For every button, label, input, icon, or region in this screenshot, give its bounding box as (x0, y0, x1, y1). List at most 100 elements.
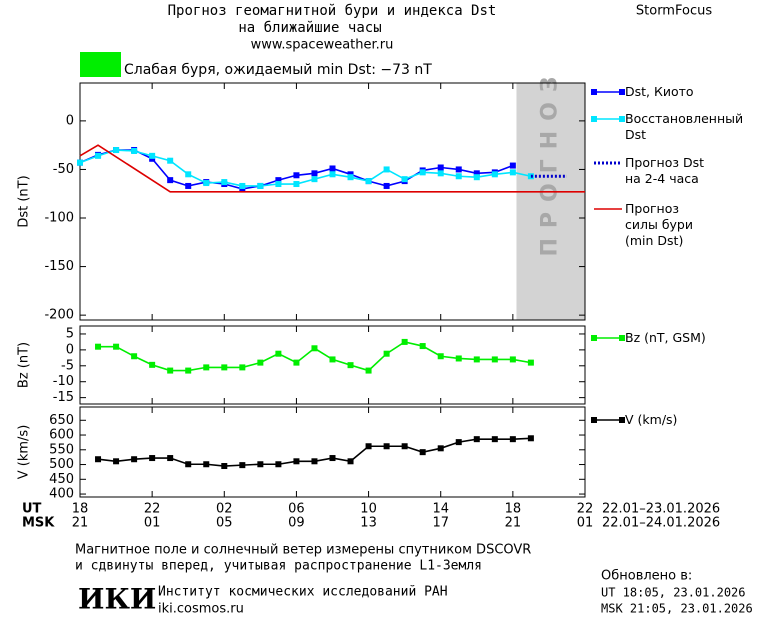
plot-frame (79, 325, 586, 405)
title: на ближайшие часы (238, 20, 381, 36)
y-axis-label: Dst (nT) (17, 175, 32, 227)
point (77, 159, 83, 166)
point (149, 361, 156, 368)
point (131, 147, 138, 154)
series-line (79, 144, 585, 193)
point (383, 166, 390, 173)
y-tick-label: -50 (53, 162, 74, 177)
y-tick-label: 650 (49, 413, 74, 428)
point (311, 176, 318, 183)
point (347, 174, 354, 181)
point (347, 362, 354, 369)
series-line (79, 149, 532, 187)
point (275, 181, 282, 188)
x2-tick-label: 09 (288, 516, 305, 531)
point (347, 458, 354, 465)
point (275, 177, 282, 184)
y-tick-label: -100 (44, 211, 74, 226)
legend-label: Dst, Киото (625, 84, 694, 99)
point (329, 165, 336, 172)
plot-frame (79, 82, 586, 321)
brand: StormFocus (636, 4, 712, 19)
point (293, 172, 300, 179)
point (383, 182, 390, 189)
legend-marker (591, 89, 597, 95)
note: Магнитное поле и солнечный ветер измерен… (75, 543, 531, 558)
point (221, 179, 228, 186)
point (455, 166, 462, 173)
point (131, 456, 138, 463)
x-tick-label: 22 (577, 502, 594, 517)
x2-tick-label: 01 (144, 516, 161, 531)
point (527, 359, 534, 366)
point (437, 164, 444, 171)
x-tick-label: 02 (216, 502, 233, 517)
forecast-region (516, 83, 585, 320)
legend-marker (591, 116, 597, 122)
point (473, 436, 480, 443)
y-tick-label: -150 (44, 259, 74, 274)
point (401, 338, 408, 345)
point (167, 367, 174, 374)
updated: Обновлено в: (601, 569, 692, 584)
y-tick-label: 0 (66, 342, 74, 357)
point (491, 171, 498, 178)
point (437, 445, 444, 452)
point (509, 162, 516, 169)
point (491, 436, 498, 443)
legend-marker (619, 116, 625, 122)
point (419, 169, 426, 176)
x-axis-label: UT (22, 502, 42, 517)
point (329, 171, 336, 178)
y-tick-label: 0 (66, 113, 74, 128)
point (95, 456, 102, 463)
point (491, 356, 498, 363)
x2-tick-label: 05 (216, 516, 233, 531)
point (149, 455, 156, 462)
y-tick-label: -15 (53, 390, 74, 405)
status: Слабая буря, ожидаемый min Dst: −73 nT (124, 62, 432, 78)
point (203, 180, 210, 187)
point (95, 343, 102, 350)
point (293, 181, 300, 188)
status-box (80, 52, 121, 77)
y-tick-label: -10 (53, 374, 74, 389)
point (293, 458, 300, 465)
point (401, 176, 408, 183)
point (455, 173, 462, 180)
x2-tick-label: 17 (432, 516, 449, 531)
legend-marker (619, 89, 625, 95)
point (311, 458, 318, 465)
point (383, 443, 390, 450)
x2-tick-label: 21 (505, 516, 522, 531)
legend-label: Прогноз силы бури (min Dst) (625, 201, 693, 248)
point (509, 169, 516, 176)
point (185, 182, 192, 189)
point (509, 356, 516, 363)
x-tick-label: 18 (505, 502, 522, 517)
point (509, 436, 516, 443)
point (473, 170, 480, 177)
institute: Институт космических исследований РАН (158, 585, 448, 600)
point (167, 455, 174, 462)
y-tick-label: 450 (49, 472, 74, 487)
y-axis-label: V (km/s) (17, 425, 32, 480)
legend-label: V (km/s) (625, 412, 678, 427)
point (437, 170, 444, 177)
y-tick-label: 550 (49, 442, 74, 457)
point (311, 345, 318, 352)
point (203, 364, 210, 371)
y-tick-label: 500 (49, 457, 74, 472)
point (383, 350, 390, 357)
point (185, 171, 192, 178)
point (203, 461, 210, 468)
point (365, 367, 372, 374)
point (455, 355, 462, 362)
point (113, 147, 120, 154)
logo: ИКИ (78, 583, 156, 616)
x-tick-label: 18 (72, 502, 89, 517)
legend-label: Восстановленный Dst (625, 111, 744, 142)
x2-tick-label: 13 (360, 516, 377, 531)
